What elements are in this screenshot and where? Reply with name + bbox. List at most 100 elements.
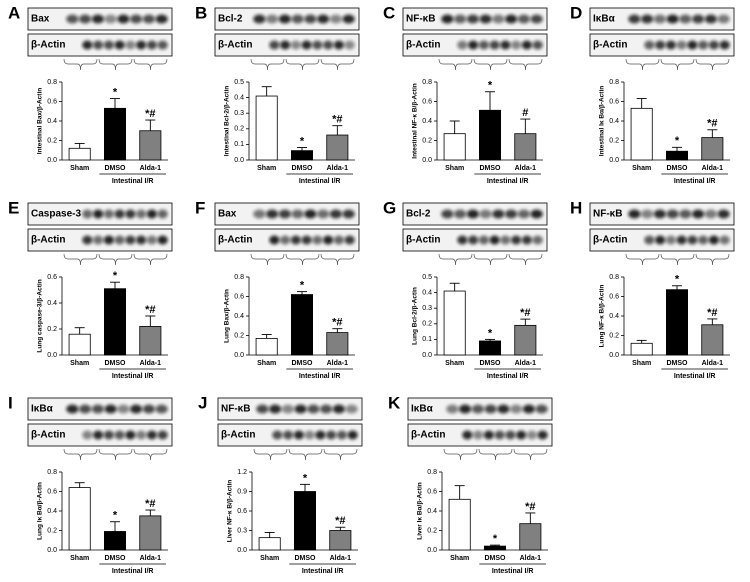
blot-band bbox=[279, 235, 291, 245]
significance-mark: *# bbox=[335, 515, 345, 527]
blot-band bbox=[293, 430, 305, 440]
lane-brace bbox=[438, 253, 473, 266]
blot-band bbox=[294, 404, 307, 414]
bar bbox=[68, 147, 91, 161]
blot-band bbox=[329, 209, 342, 219]
blot-band bbox=[535, 404, 548, 414]
lane-brace bbox=[513, 448, 548, 461]
y-tick-label: 0.8 bbox=[422, 79, 432, 86]
x-tick-label: DMSO bbox=[105, 555, 127, 562]
x-tick-label: Sham bbox=[450, 555, 469, 562]
significance-mark: * bbox=[300, 280, 305, 292]
lane-brace bbox=[285, 253, 320, 266]
x-tick-label: Alda-1 bbox=[520, 555, 542, 562]
blot-band bbox=[142, 14, 155, 24]
blot-band bbox=[103, 40, 115, 50]
group-label: Intestinal I/R bbox=[674, 373, 716, 380]
blot-band bbox=[441, 209, 454, 219]
lane-brace bbox=[320, 253, 355, 266]
blot-band bbox=[497, 404, 510, 414]
blot-band bbox=[347, 430, 358, 440]
panel-letter: K bbox=[388, 393, 401, 412]
lane-brace bbox=[660, 58, 695, 71]
blot-band bbox=[253, 14, 266, 24]
bar bbox=[104, 107, 127, 161]
y-tick-label: 0.2 bbox=[422, 137, 432, 144]
bar bbox=[630, 107, 653, 161]
panel: B Bcl-2β-Actin0.00.10.20.30.40.5Intestina… bbox=[195, 3, 360, 185]
blot-band bbox=[717, 14, 730, 24]
y-tick-label: 0.3 bbox=[237, 527, 247, 534]
blot-band bbox=[317, 209, 330, 219]
bar bbox=[666, 150, 689, 161]
y-tick-label: 0.0 bbox=[47, 547, 57, 554]
blot-band bbox=[532, 40, 543, 50]
blot-band bbox=[91, 14, 104, 24]
blot-band bbox=[269, 40, 280, 50]
lane-brace bbox=[250, 58, 285, 71]
blot-band bbox=[269, 404, 282, 414]
blot-label: Bcl-2 bbox=[218, 14, 243, 25]
y-tick-label: 0.4 bbox=[422, 289, 432, 296]
blot-band bbox=[641, 14, 654, 24]
y-tick-label: 0.3 bbox=[422, 305, 432, 312]
blot-band bbox=[342, 14, 355, 24]
x-tick-label: Alda-1 bbox=[515, 360, 537, 367]
blot-band bbox=[679, 209, 692, 219]
lane-brace bbox=[695, 253, 730, 266]
blot-band bbox=[665, 40, 677, 50]
blot-band bbox=[666, 14, 679, 24]
blot-band bbox=[291, 209, 304, 219]
blot-band bbox=[697, 235, 709, 245]
y-tick-label: 0.4 bbox=[422, 118, 432, 125]
blot-band bbox=[472, 430, 484, 440]
blot-band bbox=[479, 209, 492, 219]
y-axis-label: Intestinal Iκ Bα/β-Actin bbox=[599, 86, 606, 156]
blot-band bbox=[505, 209, 518, 219]
blot-label: Bax bbox=[31, 14, 50, 25]
panel-letter: E bbox=[8, 198, 19, 217]
blot-band bbox=[66, 404, 79, 414]
x-tick-label: Sham bbox=[70, 165, 89, 172]
bar bbox=[479, 109, 502, 161]
blot-band bbox=[530, 209, 543, 219]
blot-band bbox=[266, 14, 279, 24]
panel-letter: C bbox=[383, 3, 395, 22]
lane-brace bbox=[508, 253, 543, 266]
y-tick-label: 0.2 bbox=[422, 321, 432, 328]
bar bbox=[329, 530, 352, 551]
y-tick-label: 1.2 bbox=[237, 469, 247, 476]
significance-mark: *# bbox=[145, 108, 155, 120]
panel-letter: F bbox=[195, 198, 205, 217]
blot-band bbox=[708, 40, 720, 50]
blot-band bbox=[92, 430, 104, 440]
y-tick-label: 0.0 bbox=[422, 352, 432, 359]
lane-brace bbox=[323, 448, 358, 461]
y-tick-label: 0.0 bbox=[47, 157, 57, 164]
blot-band bbox=[278, 14, 291, 24]
x-tick-label: DMSO bbox=[480, 165, 502, 172]
x-tick-label: DMSO bbox=[292, 360, 314, 367]
blot-band bbox=[92, 209, 104, 219]
blot-band bbox=[644, 235, 655, 245]
blot-band bbox=[653, 14, 666, 24]
blot-band bbox=[146, 235, 158, 245]
bar bbox=[139, 130, 162, 161]
blot-band bbox=[517, 209, 530, 219]
y-tick-label: 0.8 bbox=[427, 469, 437, 476]
x-tick-label: Alda-1 bbox=[140, 165, 162, 172]
group-label: Intestinal I/R bbox=[112, 568, 154, 575]
panel-letter: B bbox=[195, 3, 207, 22]
bar bbox=[326, 332, 349, 356]
y-tick-label: 0.4 bbox=[234, 313, 244, 320]
y-tick-label: 0.0 bbox=[237, 547, 247, 554]
blot-band bbox=[478, 235, 490, 245]
significance-mark: * bbox=[113, 510, 118, 522]
blot-label: IκBα bbox=[31, 404, 54, 415]
significance-mark: * bbox=[488, 80, 493, 92]
lane-brace bbox=[98, 58, 133, 71]
